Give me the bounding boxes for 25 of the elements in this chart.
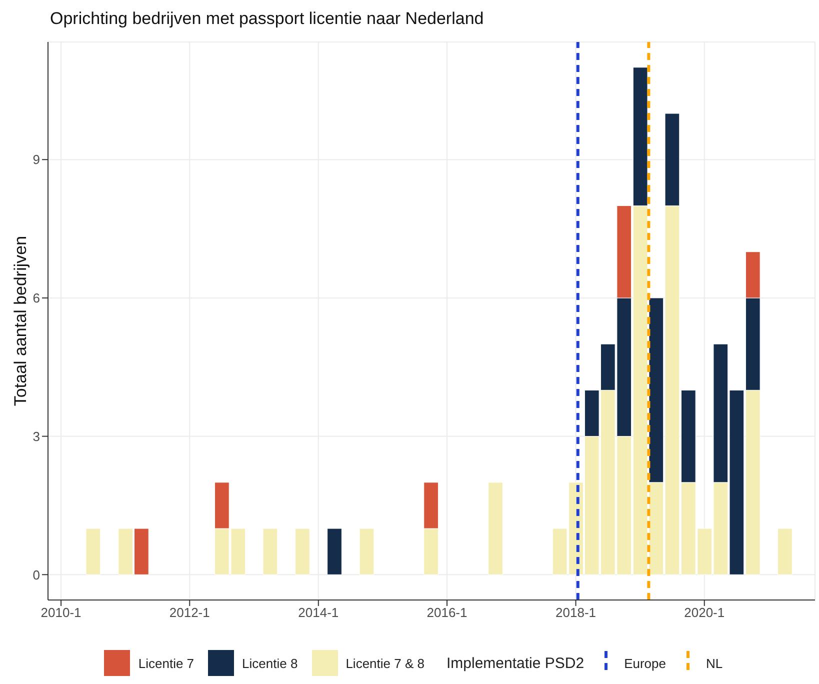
y-tick-label: 6: [32, 290, 40, 306]
chart-title: Oprichting bedrijven met passport licentie naar Nederland: [49, 8, 485, 30]
x-tick-label: 2010-1: [40, 605, 82, 620]
legend-label: NL: [706, 656, 723, 670]
legend-label: Licentie 7: [138, 656, 194, 670]
legend-label: Licentie 8: [242, 656, 298, 670]
bar: [86, 528, 101, 575]
y-tick-label: 9: [32, 152, 40, 168]
legend-title: Implementatie PSD2: [446, 654, 584, 672]
legend-label: Licentie 7 & 8: [346, 656, 424, 670]
legend-label: Europe: [624, 656, 666, 670]
x-tick-label: 2018-1: [556, 605, 596, 620]
bar: [778, 528, 792, 575]
x-tick-label: 2014-1: [298, 605, 339, 620]
bar: [488, 482, 503, 575]
bar: [262, 528, 278, 575]
x-tick-label: 2012-1: [169, 605, 210, 620]
bar: [295, 528, 310, 575]
y-tick-label: 0: [32, 567, 40, 582]
bar: [327, 528, 342, 575]
x-tick-label: 2016-1: [426, 605, 468, 620]
bar: [359, 528, 374, 575]
y-tick-label: 3: [32, 428, 40, 444]
x-tick-label: 2020-1: [684, 605, 725, 620]
y-axis-title: Totaal aantal bedrijven: [11, 236, 30, 406]
